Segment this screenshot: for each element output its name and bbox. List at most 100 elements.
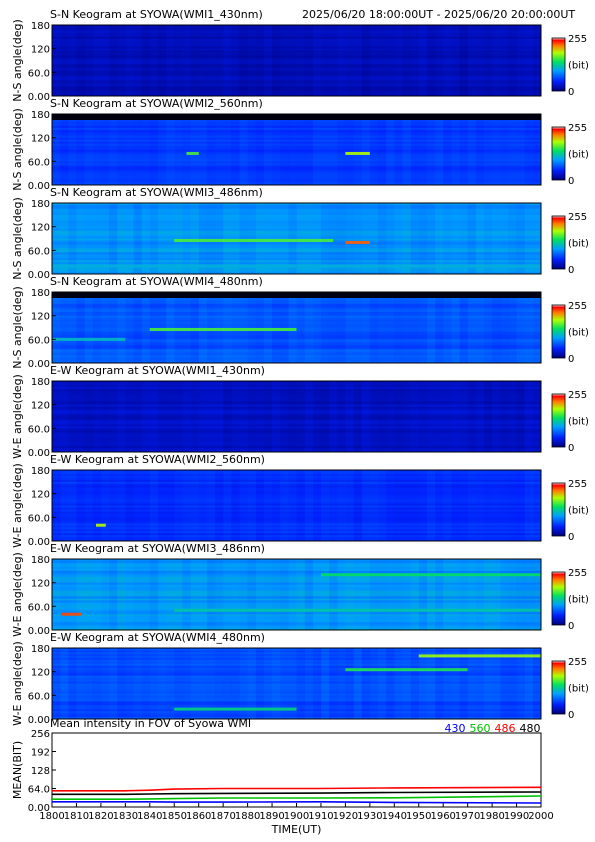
keogram-row xyxy=(52,386,541,390)
keogram-column xyxy=(296,25,305,96)
keogram-column xyxy=(500,648,509,719)
keogram-row xyxy=(52,566,541,570)
keogram-column xyxy=(312,470,322,541)
keogram-panel: S-N Keogram at SYOWA(WMI4_480nm)180 120 60… xyxy=(11,275,589,370)
keogram-row xyxy=(52,230,541,233)
keogram-row xyxy=(52,353,541,356)
keogram-column xyxy=(166,559,175,630)
keogram-ytick-label: 120 xyxy=(31,45,50,56)
chart-ytick-label: 256 xyxy=(31,729,50,740)
keogram-column xyxy=(52,381,61,452)
keogram-ylabel: W-E angle(deg) xyxy=(11,463,24,548)
keogram-row xyxy=(52,206,541,210)
keogram-row xyxy=(52,145,541,148)
keogram-column xyxy=(182,470,191,541)
keogram-column xyxy=(459,381,468,452)
keogram-column xyxy=(223,470,232,541)
keogram-column xyxy=(345,381,354,452)
keogram-ytick-label: 180 xyxy=(31,644,50,655)
keogram-column xyxy=(223,203,232,274)
chart-xlabel: TIME(UT) xyxy=(271,823,322,836)
keogram-column xyxy=(198,559,208,630)
keogram-column xyxy=(84,292,94,363)
keogram-column xyxy=(223,559,232,630)
keogram-column xyxy=(190,25,199,96)
keogram-column xyxy=(329,559,338,630)
series-line-486 xyxy=(52,786,542,792)
legend-item-560: 560 xyxy=(470,722,491,735)
keogram-column xyxy=(60,114,69,185)
keogram-column xyxy=(459,292,468,363)
keogram-column xyxy=(239,25,248,96)
keogram-row xyxy=(52,70,541,73)
keogram-row xyxy=(52,624,541,627)
keogram-title: S-N Keogram at SYOWA(WMI2_560nm) xyxy=(50,97,263,110)
keogram-column xyxy=(320,203,330,274)
legend-item-486: 486 xyxy=(495,722,516,735)
keogram-column xyxy=(198,381,208,452)
keogram-column xyxy=(524,381,534,452)
keogram-column xyxy=(426,470,436,541)
keogram-row xyxy=(52,268,541,271)
keogram-column xyxy=(475,292,485,363)
keogram-column xyxy=(451,25,460,96)
keogram-row xyxy=(52,119,541,123)
keogram-column xyxy=(215,470,224,541)
keogram-column xyxy=(312,381,322,452)
keogram-row xyxy=(52,657,541,661)
chart-xtick-label: 1880 xyxy=(235,811,260,822)
keogram-row xyxy=(52,501,541,504)
chart-ytick-label: 128 xyxy=(31,766,50,777)
keogram-column xyxy=(166,381,175,452)
keogram-row xyxy=(52,127,541,131)
keogram-row xyxy=(52,72,541,75)
keogram-row xyxy=(52,143,541,146)
keogram-column xyxy=(320,648,330,719)
keogram-column xyxy=(247,559,257,630)
keogram-row xyxy=(52,628,541,631)
keogram-column xyxy=(500,381,509,452)
keogram-column xyxy=(394,292,403,363)
keogram-column xyxy=(182,114,191,185)
keogram-row xyxy=(52,416,541,419)
keogram-column xyxy=(304,203,314,274)
keogram-row xyxy=(52,703,541,706)
keogram-column xyxy=(492,381,501,452)
keogram-title: E-W Keogram at SYOWA(WMI2_560nm) xyxy=(50,453,265,466)
keogram-column xyxy=(157,381,167,452)
keogram-column xyxy=(516,648,525,719)
keogram-column xyxy=(84,559,94,630)
keogram-panel: S-N Keogram at SYOWA(WMI1_430nm)180 120 60… xyxy=(11,8,589,103)
keogram-column xyxy=(483,203,493,274)
keogram-column xyxy=(157,292,167,363)
keogram-column xyxy=(231,559,240,630)
keogram-column xyxy=(125,381,134,452)
keogram-title: S-N Keogram at SYOWA(WMI3_486nm) xyxy=(50,186,263,199)
keogram-column xyxy=(378,381,387,452)
keogram-column xyxy=(296,203,305,274)
colorbar-unit-label: (bit) xyxy=(568,61,589,72)
keogram-row xyxy=(52,181,541,184)
keogram-column xyxy=(532,648,542,719)
legend-item-480: 480 xyxy=(520,722,541,735)
keogram-column xyxy=(426,292,436,363)
chart-ytick-label: 0.00 xyxy=(28,803,50,814)
keogram-column xyxy=(353,292,362,363)
keogram-column xyxy=(443,25,452,96)
keogram-column xyxy=(418,559,428,630)
keogram-row xyxy=(52,46,541,50)
keogram-row xyxy=(52,475,541,479)
keogram-column xyxy=(68,648,77,719)
keogram-column xyxy=(215,648,224,719)
colorbar xyxy=(551,482,566,537)
keogram-column xyxy=(435,114,444,185)
keogram-column xyxy=(263,381,273,452)
keogram-row xyxy=(52,153,541,156)
keogram-row xyxy=(52,169,541,172)
keogram-column xyxy=(329,381,338,452)
keogram-ytick-label: 180 xyxy=(31,21,50,32)
keogram-column xyxy=(133,25,142,96)
keogram-column xyxy=(459,559,468,630)
keogram-column xyxy=(369,25,379,96)
keogram-column xyxy=(263,25,273,96)
